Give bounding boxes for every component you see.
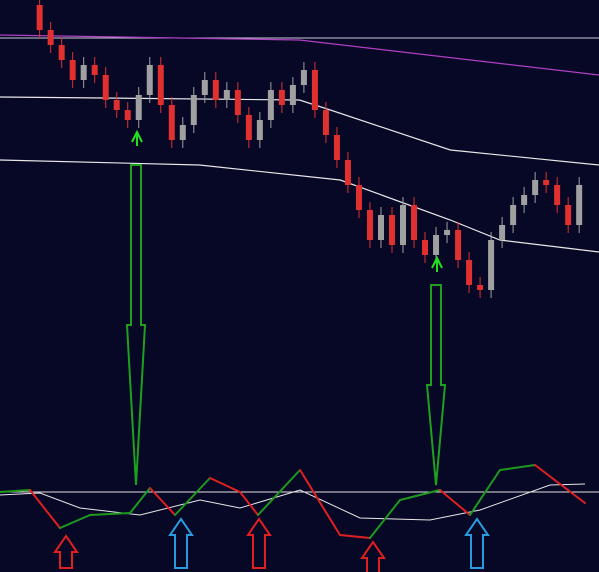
oscillator-segment (469, 469, 501, 516)
candle-body (135, 95, 142, 120)
candle-body (565, 205, 572, 225)
candle-body (366, 210, 373, 240)
candle-body (36, 5, 43, 30)
oscillator-segment (0, 489, 31, 493)
candle-body (388, 215, 395, 245)
candle-body (510, 205, 517, 225)
candle-body (433, 235, 440, 255)
candle-body (223, 90, 230, 100)
oscillator-segment (499, 464, 536, 471)
up-arrow (246, 517, 272, 569)
candle-body (47, 30, 54, 45)
oscillator-segment (29, 489, 61, 529)
candle-body (157, 65, 164, 105)
oscillator-segment (239, 491, 259, 516)
up-arrow (464, 517, 490, 569)
oscillator-segment (299, 469, 341, 536)
candle-body (466, 260, 473, 285)
oscillator-segment (209, 477, 241, 493)
candle-body (455, 230, 462, 260)
up-arrow (360, 540, 386, 572)
candle-body (521, 195, 528, 205)
candle-body (102, 75, 109, 100)
candle-body (168, 105, 175, 140)
candle-body (146, 65, 153, 95)
marks (0, 0, 599, 539)
candle-body (80, 65, 87, 80)
candle-body (532, 180, 539, 195)
candle-body (377, 215, 384, 240)
candle-body (499, 225, 506, 240)
candle-body (300, 70, 307, 85)
candle-body (488, 240, 495, 290)
candle-body (444, 230, 451, 235)
candle-body (543, 180, 550, 185)
signals (53, 129, 490, 572)
candle-body (179, 125, 186, 140)
candle-body (58, 45, 65, 60)
candle-body (212, 80, 219, 100)
candle-body (278, 90, 285, 105)
candle-body (91, 65, 98, 75)
candle-body (311, 70, 318, 110)
oscillator-segment (257, 469, 301, 516)
down-arrow (125, 164, 147, 486)
buy-arrow (131, 129, 143, 146)
oscillator-segment (439, 489, 471, 516)
up-arrow (168, 517, 194, 569)
oscillator-segment (399, 489, 441, 501)
candle-body (411, 205, 418, 240)
candle-body (333, 135, 340, 160)
candle-body (234, 90, 241, 115)
buy-arrow (431, 255, 443, 272)
oscillator-segment (59, 514, 91, 529)
candle-body (289, 85, 296, 105)
candle-body (322, 110, 329, 135)
signal-line (0, 483, 586, 521)
candle-body (477, 285, 484, 290)
oscillator-segment (339, 534, 371, 539)
candle-body (124, 110, 131, 120)
candle-body (422, 240, 429, 255)
candle-body (355, 185, 362, 210)
oscillator-segment (149, 487, 176, 516)
candle-body (69, 60, 76, 80)
oscillator-segment (129, 487, 151, 514)
candle-body (190, 95, 197, 125)
oscillator-segment (369, 499, 401, 539)
candle-body (256, 120, 263, 140)
oscillator-segment (174, 477, 211, 516)
candle-body (576, 185, 583, 225)
candle-body (344, 160, 351, 185)
indicator-line (0, 159, 599, 253)
down-arrow (425, 284, 447, 486)
oscillator-segment (89, 512, 131, 516)
candle-body (201, 80, 208, 95)
up-arrow (53, 534, 79, 569)
candle-body (554, 185, 561, 205)
candle-body (400, 205, 407, 245)
oscillator-segment (534, 464, 586, 504)
candle-body (113, 100, 120, 110)
indicator-line (0, 96, 599, 166)
candle-body (245, 115, 252, 140)
candle-body (267, 90, 274, 120)
indicator-line (0, 34, 599, 76)
